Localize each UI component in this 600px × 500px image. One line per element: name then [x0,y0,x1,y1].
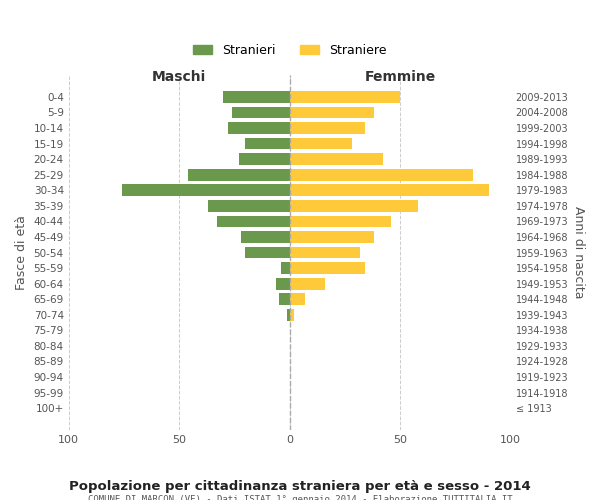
Bar [281,262,290,274]
Bar [277,278,290,289]
Bar [208,200,290,211]
Bar [188,169,290,180]
Bar [290,216,391,228]
Bar [287,309,290,320]
Text: COMUNE DI MARCON (VE) - Dati ISTAT 1° gennaio 2014 - Elaborazione TUTTITALIA.IT: COMUNE DI MARCON (VE) - Dati ISTAT 1° ge… [88,495,512,500]
Bar [290,91,400,103]
Bar [290,122,365,134]
Bar [278,294,290,305]
Bar [245,246,290,258]
Y-axis label: Anni di nascita: Anni di nascita [572,206,585,299]
Bar [290,278,325,289]
Bar [290,200,418,211]
Bar [290,169,473,180]
Bar [239,154,290,165]
Bar [290,246,361,258]
Y-axis label: Fasce di età: Fasce di età [15,215,28,290]
Bar [290,231,374,243]
Bar [290,138,352,149]
Bar [245,138,290,149]
Bar [241,231,290,243]
Bar [290,106,374,118]
Bar [223,91,290,103]
Bar [217,216,290,228]
Bar [290,184,488,196]
Text: Popolazione per cittadinanza straniera per età e sesso - 2014: Popolazione per cittadinanza straniera p… [69,480,531,493]
Text: Maschi: Maschi [152,70,206,85]
Bar [228,122,290,134]
Legend: Stranieri, Straniere: Stranieri, Straniere [188,38,391,62]
Bar [232,106,290,118]
Bar [290,309,294,320]
Bar [290,154,383,165]
Bar [290,262,365,274]
Bar [290,294,305,305]
Bar [122,184,290,196]
Text: Femmine: Femmine [365,70,436,85]
